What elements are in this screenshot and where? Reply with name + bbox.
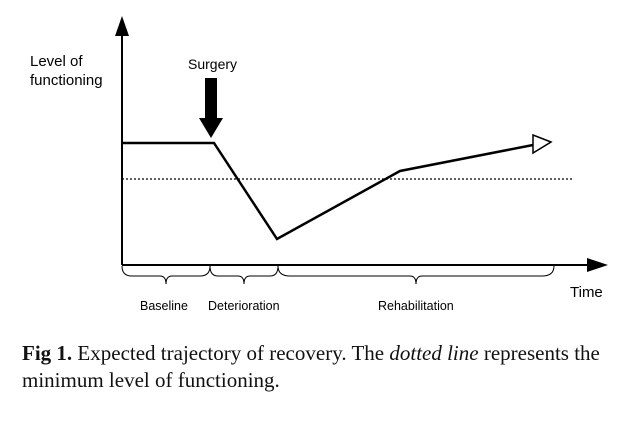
phase-label-deterioration: Deterioration — [208, 299, 280, 313]
brace-baseline — [121, 265, 211, 285]
x-axis-label: Time — [570, 284, 603, 301]
y-axis-arrowhead — [115, 16, 129, 36]
caption-emphasis: dotted line — [389, 341, 479, 365]
surgery-arrow-shaft — [205, 78, 217, 120]
caption-text-before: Expected trajectory of recovery. The — [72, 341, 390, 365]
trajectory-line — [122, 141, 534, 241]
x-axis-arrowhead — [587, 258, 608, 272]
figure-caption: Fig 1. Expected trajectory of recovery. … — [22, 340, 622, 394]
brace-deterioration — [209, 265, 279, 285]
recovery-trajectory-diagram: Level of functioning Time Surgery Baseli… — [30, 16, 608, 313]
surgery-arrow-head — [199, 118, 223, 138]
brace-rehabilitation — [277, 265, 555, 285]
trajectory-open-arrowhead — [532, 133, 553, 155]
phase-label-rehabilitation: Rehabilitation — [378, 299, 454, 313]
phase-label-baseline: Baseline — [140, 299, 188, 313]
caption-text-after: represents the minimum level of function… — [22, 341, 600, 392]
surgery-label: Surgery — [188, 56, 237, 72]
y-axis-label-line1: Level of — [30, 53, 83, 70]
y-axis-label-line2: functioning — [30, 72, 103, 89]
figure-label: Fig 1. — [22, 341, 73, 365]
